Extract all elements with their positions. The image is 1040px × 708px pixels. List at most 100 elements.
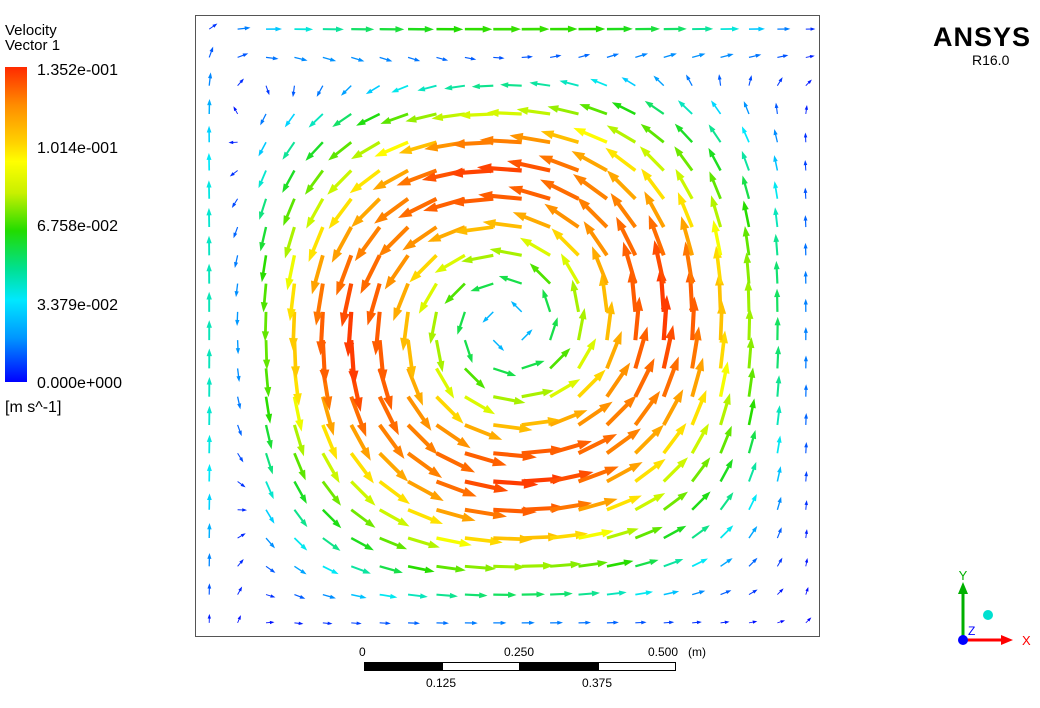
velocity-vector: [709, 171, 722, 200]
velocity-vector: [611, 102, 636, 116]
velocity-vector: [662, 457, 689, 483]
velocity-vector: [661, 356, 679, 398]
velocity-vector: [431, 112, 466, 122]
velocity-vector: [663, 590, 680, 596]
x-axis-head: [1001, 635, 1013, 645]
velocity-vector: [234, 255, 239, 268]
velocity-vector: [571, 150, 608, 173]
velocity-vector: [265, 620, 275, 625]
velocity-vector: [748, 53, 762, 59]
velocity-vector: [538, 155, 580, 173]
velocity-vector: [719, 425, 732, 454]
velocity-vector: [321, 480, 341, 506]
scale-label-125: 0.125: [426, 676, 457, 690]
velocity-vector: [350, 508, 376, 528]
velocity-vector: [635, 53, 649, 59]
velocity-vector: [436, 592, 458, 599]
velocity-vector: [550, 54, 562, 59]
velocity-vector: [519, 237, 551, 257]
velocity-vector: [206, 434, 212, 454]
velocity-vector: [436, 56, 449, 61]
velocity-vector: [435, 395, 464, 424]
velocity-vector: [294, 56, 308, 62]
velocity-vector: [662, 491, 688, 511]
velocity-vector: [231, 198, 239, 208]
velocity-vector: [622, 241, 638, 285]
velocity-vector: [805, 27, 816, 31]
velocity-vector: [237, 586, 243, 595]
velocity-vector: [294, 26, 314, 32]
velocity-vector: [234, 283, 239, 298]
velocity-vector: [293, 480, 307, 504]
velocity-vector: [288, 311, 298, 351]
scale-segment: [520, 662, 598, 671]
velocity-vector: [351, 26, 375, 33]
velocity-vector: [435, 479, 477, 497]
velocity-vector: [542, 288, 552, 313]
scale-segment: [598, 662, 676, 671]
velocity-vector: [776, 435, 782, 454]
velocity-vector-field: [206, 23, 816, 626]
velocity-vector: [621, 77, 636, 87]
velocity-vector: [400, 311, 410, 351]
velocity-vector: [321, 452, 340, 484]
velocity-vector: [521, 561, 554, 570]
velocity-vector: [293, 509, 308, 528]
velocity-vector: [635, 559, 659, 568]
velocity-vector: [663, 525, 687, 540]
velocity-vector: [282, 141, 296, 160]
velocity-vector: [463, 339, 473, 364]
velocity-vector: [349, 452, 374, 484]
velocity-vector: [378, 451, 409, 482]
velocity-vector: [482, 311, 494, 323]
velocity-vector: [492, 367, 517, 377]
velocity-vector: [293, 537, 308, 551]
velocity-vector: [803, 187, 808, 199]
velocity-vector: [322, 621, 333, 626]
velocity-vector: [633, 390, 661, 427]
velocity-vector: [641, 168, 666, 200]
velocity-vector: [322, 593, 336, 599]
velocity-vector: [804, 442, 808, 454]
velocity-vector: [521, 55, 533, 59]
velocity-vector: [328, 141, 353, 161]
velocity-vector: [332, 113, 352, 127]
velocity-vector: [805, 79, 812, 86]
velocity-vector: [547, 105, 579, 116]
velocity-vector: [464, 507, 507, 520]
velocity-vector: [294, 594, 306, 599]
velocity-vector: [464, 536, 503, 546]
velocity-vector: [605, 147, 637, 172]
color-legend-bar: [5, 67, 27, 382]
velocity-vector: [393, 282, 410, 321]
velocity-vector: [391, 84, 409, 93]
velocity-vector: [305, 141, 324, 161]
velocity-vector: [208, 23, 218, 30]
velocity-vector: [510, 301, 523, 313]
velocity-vector: [435, 507, 476, 522]
velocity-vector: [540, 130, 580, 144]
velocity-vector: [408, 26, 434, 33]
axes-triad: Y Z X: [958, 568, 1031, 648]
legend-tick-3: 6.758e-002: [37, 218, 118, 235]
velocity-vector: [578, 53, 591, 58]
velocity-vector: [690, 326, 702, 369]
velocity-vector: [549, 348, 571, 370]
velocity-vector: [804, 558, 809, 567]
velocity-vector: [463, 367, 486, 389]
velocity-vector: [285, 254, 297, 291]
velocity-vector: [365, 85, 381, 95]
velocity-vector: [577, 401, 613, 427]
velocity-vector: [804, 529, 809, 539]
velocity-vector: [742, 200, 751, 228]
velocity-vector: [711, 219, 723, 256]
velocity-vector: [366, 283, 382, 326]
velocity-vector: [427, 225, 466, 242]
velocity-vector: [321, 424, 338, 460]
velocity-vector: [720, 26, 740, 32]
velocity-vector: [206, 377, 212, 397]
velocity-vector: [265, 452, 274, 475]
velocity-vector: [804, 104, 809, 115]
velocity-vector: [634, 424, 664, 455]
velocity-vector: [464, 395, 496, 415]
